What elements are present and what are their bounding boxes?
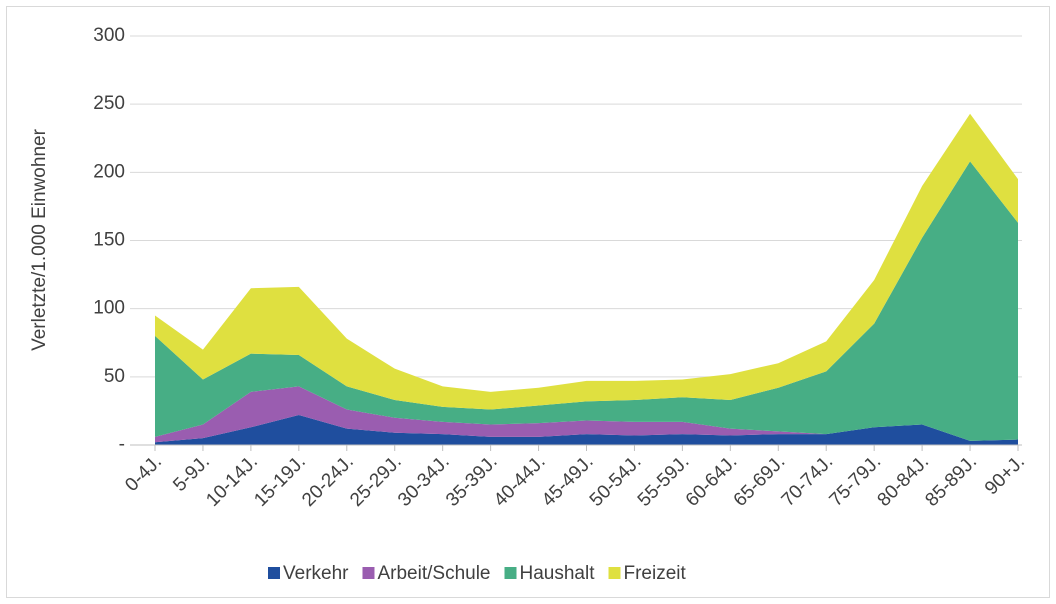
legend-label: Arbeit/Schule bbox=[377, 563, 490, 584]
y-tick-label: 250 bbox=[93, 93, 125, 114]
x-tick-label: 10-14J. bbox=[202, 451, 262, 511]
legend-label: Freizeit bbox=[624, 563, 687, 584]
y-axis-label: Verletzte/1.000 Einwohner bbox=[29, 128, 50, 350]
x-tick-label: 0-4J. bbox=[121, 451, 166, 496]
legend-label: Verkehr bbox=[283, 563, 349, 584]
x-tick-label: 35-39J. bbox=[442, 451, 502, 511]
legend-swatch bbox=[504, 567, 517, 579]
x-tick-label: 50-54J. bbox=[586, 451, 646, 511]
x-tick-label: 60-64J. bbox=[682, 451, 742, 511]
legend-label: Haushalt bbox=[520, 563, 596, 584]
x-tick-label: 45-49J. bbox=[538, 451, 598, 511]
x-tick-label: 30-34J. bbox=[394, 451, 454, 511]
x-tick-label: 15-19J. bbox=[250, 451, 310, 511]
area bbox=[155, 415, 1018, 445]
x-tick-label: 75-79J. bbox=[826, 451, 886, 511]
x-tick-label: 20-24J. bbox=[298, 451, 358, 511]
y-tick-label: 150 bbox=[93, 230, 125, 251]
x-tick-label: 40-44J. bbox=[490, 451, 550, 511]
y-tick-label: - bbox=[119, 434, 125, 455]
y-tick-label: 300 bbox=[93, 25, 125, 46]
legend: Verkehr Arbeit/Schule Haushalt Freizeit bbox=[268, 563, 687, 584]
x-tick-label: 70-74J. bbox=[778, 451, 838, 511]
legend-swatch bbox=[268, 567, 280, 579]
legend-swatch bbox=[362, 567, 375, 579]
x-tick-label: 80-84J. bbox=[874, 451, 934, 511]
area bbox=[155, 386, 1018, 443]
x-tick-label: 85-89J. bbox=[921, 451, 981, 511]
area bbox=[155, 161, 1018, 441]
y-tick-label: 200 bbox=[93, 161, 125, 182]
x-tick-label: 5-9J. bbox=[169, 451, 214, 496]
chart-border bbox=[6, 6, 1050, 598]
legend-swatch bbox=[608, 567, 621, 579]
x-tick-label: 90+J. bbox=[981, 451, 1029, 499]
y-tick-label: 50 bbox=[104, 366, 125, 387]
x-tick-label: 65-69J. bbox=[730, 451, 790, 511]
x-tick-label: 55-59J. bbox=[634, 451, 694, 511]
y-tick-label: 100 bbox=[93, 298, 125, 319]
x-tick-label: 25-29J. bbox=[346, 451, 406, 511]
